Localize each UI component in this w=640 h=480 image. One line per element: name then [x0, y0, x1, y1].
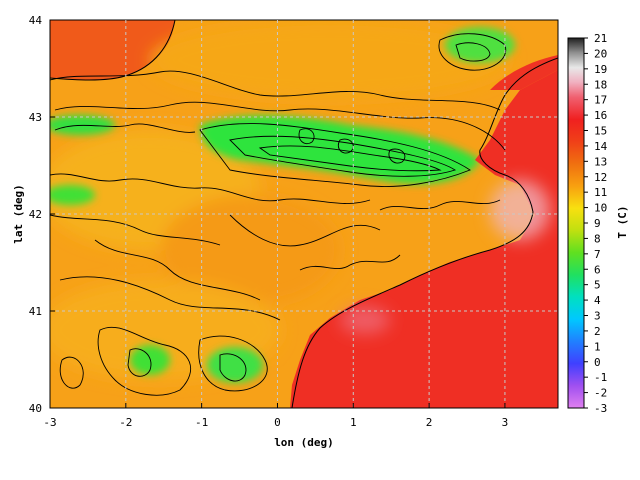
colorbar-tick-label: 1	[594, 340, 601, 353]
y-axis-label: lat (deg)	[12, 184, 25, 244]
aquitaine-basin	[150, 20, 510, 100]
colorbar-tick-label: 12	[594, 171, 607, 184]
colorbar-tick-label: 7	[594, 248, 601, 261]
colorbar-tick-label: 6	[594, 263, 601, 276]
y-tick-label: 42	[29, 208, 42, 221]
colorbar-tick-label: 0	[594, 356, 601, 369]
coastline-cantabrian	[50, 20, 176, 81]
colorbar-tick-label: 3	[594, 310, 601, 323]
x-tick-label: -2	[119, 416, 132, 429]
colorbar-tick-label: 18	[594, 78, 607, 91]
colorbar-tick-label: 10	[594, 202, 607, 215]
colorbar-tick-label: 16	[594, 109, 607, 122]
colorbar-tick-label: 19	[594, 63, 607, 76]
x-axis-label: lon (deg)	[274, 436, 334, 449]
colorbar-tick-label: -3	[594, 402, 607, 415]
colorbar	[567, 37, 585, 409]
y-tick-label: 43	[29, 111, 42, 124]
colorbar-tick-label: 2	[594, 325, 601, 338]
y-tick-label: 44	[29, 14, 43, 27]
colorbar-tick-label: 14	[594, 140, 608, 153]
colorbar-tick-label: 8	[594, 232, 601, 245]
colorbar-tick-label: -2	[594, 387, 607, 400]
y-tick-label: 40	[29, 402, 42, 415]
x-tick-label: -3	[43, 416, 56, 429]
colorbar-label: T (C)	[616, 205, 629, 238]
x-tick-label: 0	[274, 416, 281, 429]
x-tick-label: 3	[502, 416, 509, 429]
bay-of-biscay-sea	[50, 20, 175, 81]
gulf-of-lion	[490, 55, 558, 90]
colorbar-tick-label: 9	[594, 217, 601, 230]
colorbar-tick-label: 15	[594, 125, 607, 138]
basque-green	[50, 185, 95, 205]
colorbar-tick-label: 5	[594, 279, 601, 292]
warm-coastal-patch-catalonia	[490, 180, 550, 240]
y-axis-ticks: 40 41 42 43 44	[29, 14, 55, 415]
iberian-green-1	[130, 345, 170, 375]
colorbar-tick-label: 21	[594, 32, 607, 45]
colorbar-tick-label: 11	[594, 186, 607, 199]
warm-coastal-patch-ebro-delta	[340, 306, 390, 334]
colorbar-tick-label: 13	[594, 155, 607, 168]
colorbar-tick-label: 20	[594, 47, 607, 60]
colorbar-tick-label: -1	[594, 371, 607, 384]
x-tick-label: 1	[350, 416, 357, 429]
grid-lines	[50, 20, 558, 408]
x-tick-label: 2	[426, 416, 433, 429]
temperature-field	[50, 20, 558, 408]
x-axis-ticks: -3 -2 -1 0 1 2 3	[43, 403, 508, 429]
x-tick-label: -1	[195, 416, 208, 429]
colorbar-tick-label: 4	[594, 294, 601, 307]
coastline-mediterranean	[291, 57, 558, 408]
y-tick-label: 41	[29, 305, 42, 318]
colorbar-tick-label: 17	[594, 94, 607, 107]
ebro-valley	[160, 195, 340, 305]
iberian-green-2	[207, 347, 263, 383]
